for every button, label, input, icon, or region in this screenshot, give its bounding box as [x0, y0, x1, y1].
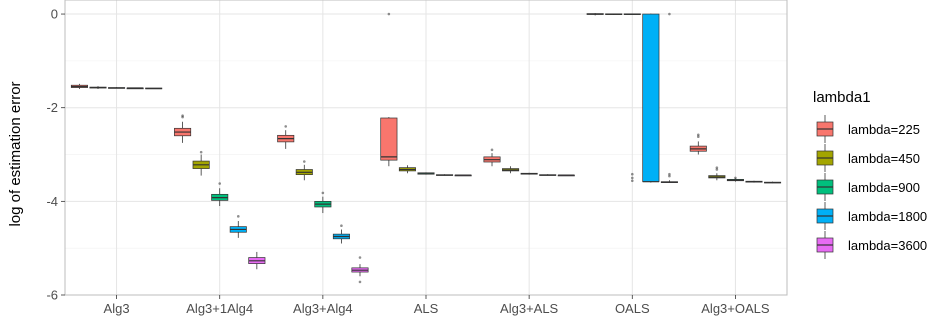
box-3-3 — [436, 174, 454, 176]
box-4-3 — [539, 174, 557, 176]
axes: 0 -2 -4 -6 Alg3 Alg3+1Alg4 Alg3+Alg4 ALS Alg3+AL… — [46, 0, 788, 316]
outlier-point — [181, 114, 184, 117]
outlier-point — [358, 280, 362, 284]
y-tick-label: 0 — [51, 7, 58, 22]
legend-label: lambda=1800 — [848, 209, 927, 224]
box-4-0 — [483, 148, 501, 167]
outlier-point — [668, 12, 671, 16]
outlier-point — [630, 172, 634, 176]
box-6-0 — [689, 133, 707, 155]
box-2-3 — [332, 224, 350, 244]
box-5-4 — [660, 12, 678, 183]
legend-item: lambda=900 — [816, 173, 920, 201]
y-tick-label: -2 — [46, 100, 58, 115]
x-tick-label: OALS — [615, 301, 650, 316]
outlier-point — [302, 160, 306, 163]
box-0-3 — [126, 87, 144, 90]
box-body — [380, 117, 398, 161]
box-0-4 — [145, 87, 163, 90]
outlier-point — [387, 12, 391, 16]
outlier-point — [696, 135, 700, 139]
box-6-2 — [726, 176, 744, 182]
outlier-point — [358, 256, 362, 259]
outlier-point — [715, 166, 719, 169]
x-tick-label: Alg3+ALS — [500, 301, 559, 316]
legend: lambda=225 lambda=450 lambda=900 lambda=180… — [816, 115, 927, 259]
legend-label: lambda=3600 — [848, 238, 927, 253]
outlier-point — [199, 150, 203, 154]
box-1-4 — [248, 251, 266, 270]
outlier-point — [668, 172, 671, 176]
box-4-2 — [520, 172, 538, 175]
legend-label: lambda=900 — [848, 180, 920, 195]
box-marks — [70, 12, 782, 284]
legend-item: lambda=3600 — [816, 231, 927, 259]
x-tick-label: Alg3+OALS — [701, 301, 770, 316]
outlier-point — [715, 168, 719, 171]
outlier-point — [340, 224, 343, 227]
box-5-0 — [586, 13, 604, 16]
y-tick-label: -6 — [46, 288, 58, 303]
legend-label: lambda=450 — [848, 151, 920, 166]
outlier-point — [696, 133, 700, 137]
box-5-3 — [642, 13, 660, 183]
box-body — [642, 13, 660, 183]
box-2-4 — [351, 256, 369, 284]
x-tick-label: Alg3+Alg4 — [293, 301, 353, 316]
outlier-point — [734, 176, 737, 180]
box-2-0 — [277, 125, 295, 149]
box-4-4 — [557, 174, 575, 177]
x-tick-label: Alg3 — [104, 301, 130, 316]
legend-item: lambda=225 — [816, 115, 920, 143]
box-4-1 — [502, 166, 520, 174]
outlier-point — [668, 174, 671, 178]
y-tick-label: -4 — [46, 194, 58, 209]
outlier-point — [218, 182, 222, 185]
outlier-point — [490, 148, 494, 152]
box-1-2 — [211, 182, 229, 207]
box-3-1 — [398, 165, 416, 174]
box-0-1 — [89, 86, 107, 89]
outlier-point — [321, 191, 325, 195]
box-3-4 — [454, 174, 472, 177]
box-1-1 — [192, 150, 210, 176]
y-axis-title: log of estimation error — [7, 81, 24, 226]
outlier-point — [630, 179, 634, 183]
legend-label: lambda=225 — [848, 122, 920, 137]
legend-item: lambda=450 — [816, 144, 920, 172]
box-6-3 — [745, 180, 763, 183]
legend-title: lambda1 — [813, 89, 871, 106]
box-6-4 — [764, 181, 782, 184]
x-tick-label: Alg3+1Alg4 — [186, 301, 253, 316]
box-3-2 — [417, 172, 435, 175]
box-3-0 — [380, 12, 398, 167]
box-0-0 — [70, 83, 88, 89]
outlier-point — [630, 176, 634, 180]
x-tick-label: ALS — [414, 301, 439, 316]
box-2-1 — [295, 160, 313, 181]
box-1-0 — [174, 114, 192, 143]
box-0-2 — [108, 87, 126, 89]
outlier-point — [284, 125, 288, 128]
box-1-3 — [229, 215, 247, 238]
box-5-2 — [623, 13, 641, 183]
outlier-point — [236, 215, 240, 218]
legend-item: lambda=1800 — [816, 202, 927, 230]
box-6-1 — [708, 166, 726, 181]
box-2-2 — [314, 191, 332, 214]
box-5-1 — [605, 13, 623, 15]
